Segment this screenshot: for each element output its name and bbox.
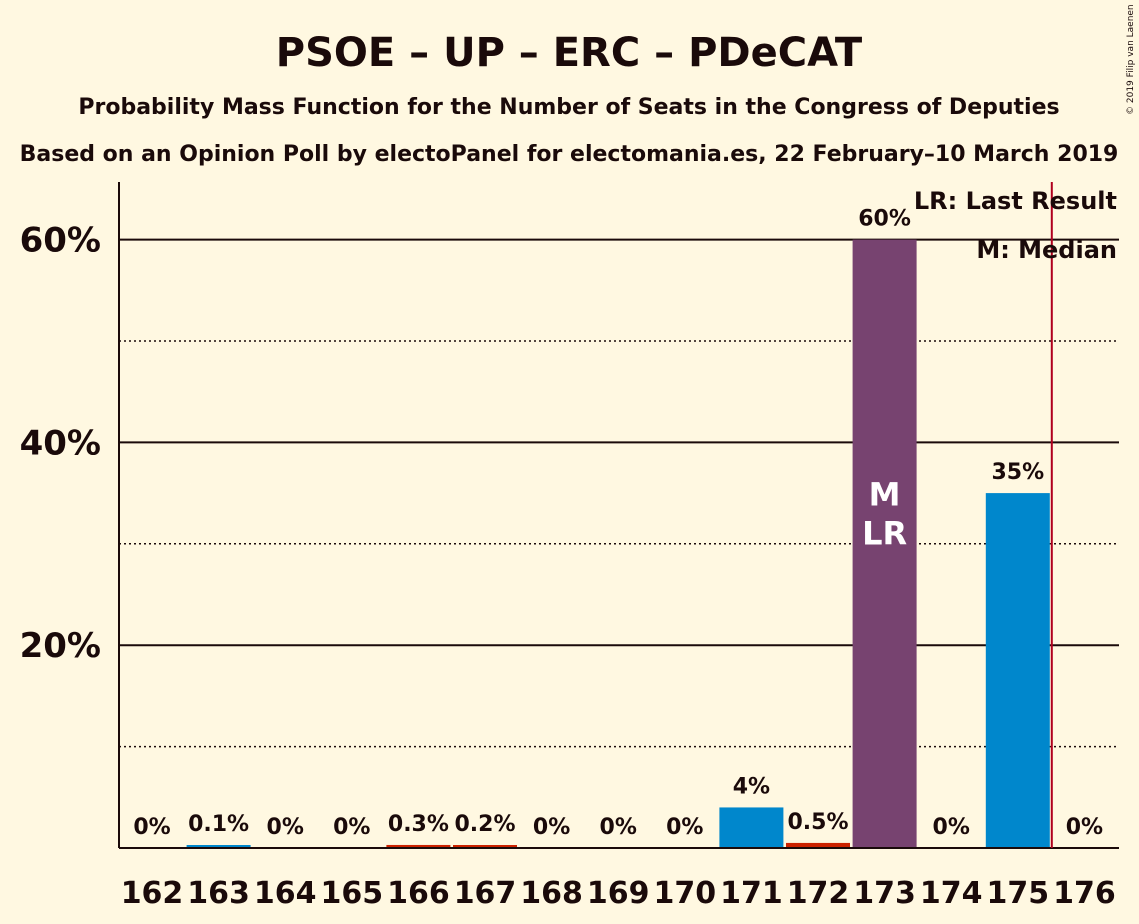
gridlines bbox=[119, 238, 1119, 748]
bar-167 bbox=[453, 845, 517, 848]
bar-173 bbox=[852, 239, 917, 849]
x-tick-label-163: 163 bbox=[187, 876, 250, 911]
y-tick-label: 40% bbox=[20, 423, 101, 463]
x-tick-label-176: 176 bbox=[1053, 876, 1116, 911]
x-tick-label-169: 169 bbox=[587, 876, 650, 911]
data-label-174: 0% bbox=[933, 815, 970, 840]
data-labels: 0% 0.1% 0% 0% 0.3% 0.2% 0% 0% 0% 4% 0.5% 60% MLR 0% 35… bbox=[133, 205, 1103, 840]
data-label-166: 0.3% bbox=[388, 812, 449, 837]
bar-166 bbox=[386, 844, 451, 848]
legend-last-result: LR: Last Result bbox=[914, 187, 1117, 215]
bar-175 bbox=[985, 493, 1050, 848]
data-label-170: 0% bbox=[666, 815, 703, 840]
x-tick-label-168: 168 bbox=[520, 876, 583, 911]
x-tick-label-166: 166 bbox=[387, 876, 450, 911]
x-tick-label-173: 173 bbox=[853, 876, 916, 911]
chart-title: PSOE – UP – ERC – PDeCAT bbox=[276, 30, 863, 76]
data-label-167: 0.2% bbox=[454, 812, 515, 837]
x-tick-label-165: 165 bbox=[320, 876, 383, 911]
x-tick-label-162: 162 bbox=[121, 876, 184, 911]
chart-subtitle: Probability Mass Function for the Number… bbox=[78, 95, 1059, 120]
y-tick-label: 20% bbox=[20, 626, 101, 666]
x-tick-label-164: 164 bbox=[254, 876, 317, 911]
legend-median: M: Median bbox=[976, 236, 1117, 264]
y-axis-ticks: 20% 40% 60% bbox=[20, 221, 101, 667]
median-marker: M bbox=[869, 475, 901, 513]
y-tick-label: 60% bbox=[20, 221, 101, 261]
x-tick-label-171: 171 bbox=[720, 876, 783, 911]
x-tick-label-167: 167 bbox=[454, 876, 517, 911]
data-label-163: 0.1% bbox=[188, 812, 249, 837]
data-label-172: 0.5% bbox=[787, 810, 848, 835]
bar-163 bbox=[186, 845, 251, 848]
x-tick-label-174: 174 bbox=[920, 876, 983, 911]
bar-171 bbox=[719, 807, 784, 848]
data-label-168: 0% bbox=[533, 815, 570, 840]
data-label-164: 0% bbox=[267, 815, 304, 840]
data-label-171: 4% bbox=[733, 774, 770, 799]
label-background bbox=[988, 459, 1048, 487]
bar-172 bbox=[786, 842, 850, 848]
data-label-162: 0% bbox=[133, 815, 170, 840]
x-tick-label-175: 175 bbox=[986, 876, 1049, 911]
last-result-marker: LR bbox=[862, 514, 907, 552]
bars bbox=[186, 239, 1050, 849]
data-label-176: 0% bbox=[1066, 815, 1103, 840]
x-axis-ticks: 162 163 164 165 166 167 168 169 170 171 172 173 174 1… bbox=[121, 876, 1116, 911]
x-tick-label-170: 170 bbox=[653, 876, 716, 911]
copyright-note: © 2019 Filip van Laenen bbox=[1126, 4, 1136, 115]
label-background bbox=[855, 205, 914, 233]
data-label-173: 60% bbox=[858, 207, 911, 232]
chart-subtitle-source: Based on an Opinion Poll by electoPanel … bbox=[20, 142, 1119, 167]
x-tick-label-172: 172 bbox=[787, 876, 850, 911]
data-label-169: 0% bbox=[600, 815, 637, 840]
data-label-175: 35% bbox=[991, 460, 1044, 485]
data-label-165: 0% bbox=[333, 815, 370, 840]
